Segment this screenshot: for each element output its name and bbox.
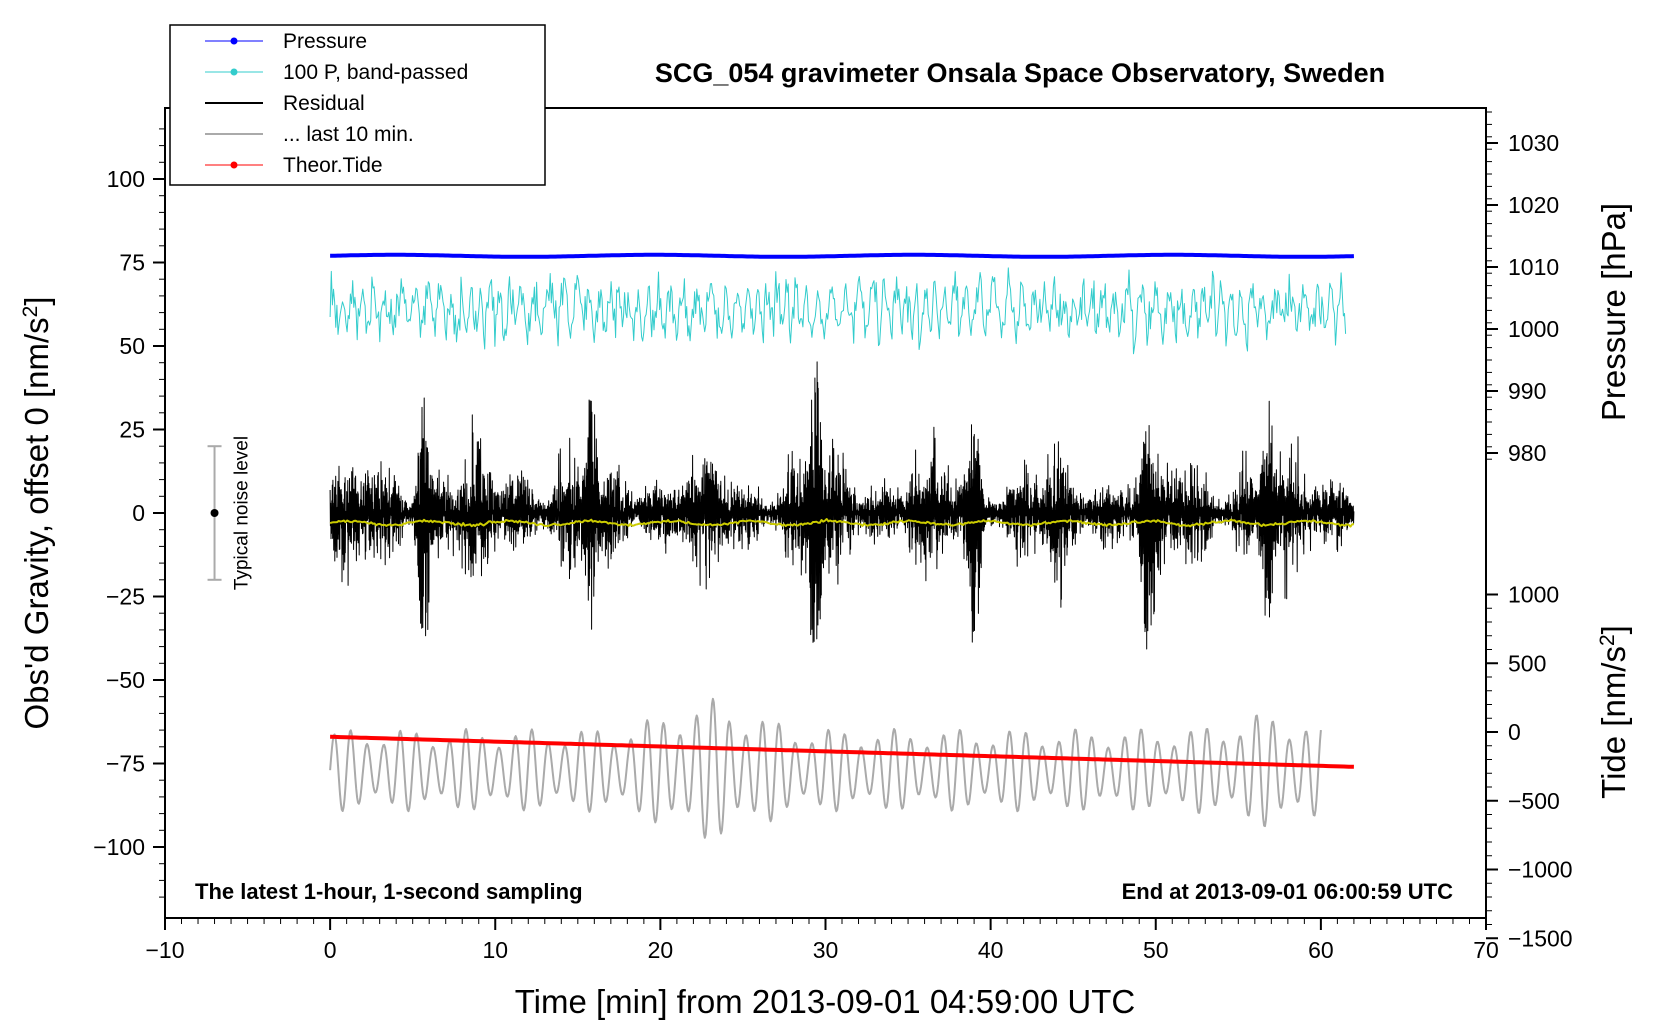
x-tick-label: 70 xyxy=(1473,937,1499,963)
y-axis-label-left: Obs'd Gravity, offset 0 [nm/s2] xyxy=(18,296,55,729)
y-tick-label: −75 xyxy=(106,751,145,777)
last-10-min-line xyxy=(329,697,1322,839)
tide-tick-label: −1000 xyxy=(1508,857,1573,883)
y-tick-label: 25 xyxy=(119,417,145,443)
residual-line xyxy=(329,361,1355,650)
legend-marker xyxy=(230,68,238,76)
tide-tick-label: 500 xyxy=(1508,650,1546,676)
y-axis-label-tide: Tide [nm/s2] xyxy=(1595,625,1632,799)
x-tick-label: −10 xyxy=(145,937,184,963)
series-layer xyxy=(329,252,1355,839)
pressure-tick-label: 980 xyxy=(1508,440,1546,466)
y-tick-label: 50 xyxy=(119,333,145,359)
y-tick-label: −50 xyxy=(106,667,145,693)
legend-marker xyxy=(230,161,238,169)
legend: Pressure 100 P, band-passed Residual ... la… xyxy=(169,24,546,186)
y-tick-label: −100 xyxy=(93,834,145,860)
tide-line xyxy=(330,734,1354,769)
x-tick-label: 40 xyxy=(978,937,1004,963)
tide-tick-label: −1500 xyxy=(1508,925,1573,951)
pressure-tick-label: 990 xyxy=(1508,378,1546,404)
noise-bar: Typical noise level xyxy=(207,436,253,590)
note-right: End at 2013-09-01 06:00:59 UTC xyxy=(1122,879,1453,904)
y-tick-label: 100 xyxy=(107,166,145,192)
x-tick-label: 60 xyxy=(1308,937,1334,963)
pressure-tick-label: 1010 xyxy=(1508,254,1559,280)
pressure-tick-label: 1000 xyxy=(1508,316,1559,342)
pressure-tick-label: 1030 xyxy=(1508,130,1559,156)
tide-tick-label: 0 xyxy=(1508,719,1521,745)
legend-label: Theor.Tide xyxy=(283,154,383,177)
legend-box xyxy=(169,24,546,186)
bandpassed-pressure-line xyxy=(329,267,1347,355)
y-tick-label: 0 xyxy=(132,500,145,526)
noise-bar-label: Typical noise level xyxy=(232,436,253,590)
x-tick-label: 0 xyxy=(324,937,337,963)
legend-label: ... last 10 min. xyxy=(283,123,414,146)
legend-label: Pressure xyxy=(283,30,367,53)
tide-tick-label: 1000 xyxy=(1508,582,1559,608)
y-tick-label: 75 xyxy=(119,250,145,276)
x-tick-label: 30 xyxy=(813,937,839,963)
smoothed-residual-line xyxy=(329,518,1354,528)
x-axis-label: Time [min] from 2013-09-01 04:59:00 UTC xyxy=(515,983,1136,1020)
x-tick-label: 50 xyxy=(1143,937,1169,963)
note-left: The latest 1-hour, 1-second sampling xyxy=(195,879,583,904)
pressure-tick-label: 1020 xyxy=(1508,192,1559,218)
x-tick-label: 10 xyxy=(482,937,508,963)
y-tick-label: −25 xyxy=(106,584,145,610)
legend-marker xyxy=(230,37,238,45)
tick-layer: −10 0 10 20 30 40 50 60 701007550250−25−50−75−10… xyxy=(93,111,1573,963)
legend-label: Residual xyxy=(283,92,365,115)
tide-tick-label: −500 xyxy=(1508,788,1560,814)
legend-label: 100 P, band-passed xyxy=(283,61,468,84)
chart-title: SCG_054 gravimeter Onsala Space Observat… xyxy=(655,58,1385,88)
x-tick-label: 20 xyxy=(648,937,674,963)
noise-bar-dot xyxy=(210,509,219,517)
y-axis-label-pressure: Pressure [hPa] xyxy=(1595,203,1632,421)
pressure-line xyxy=(330,252,1354,259)
